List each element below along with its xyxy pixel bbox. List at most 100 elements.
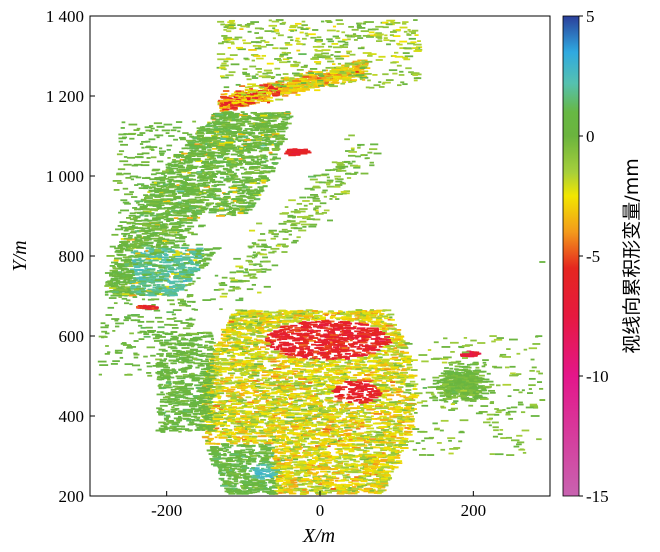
deformation-point	[285, 79, 293, 82]
deformation-point	[290, 30, 295, 32]
deformation-point	[353, 63, 359, 66]
deformation-point	[165, 264, 174, 267]
deformation-point	[216, 203, 223, 205]
deformation-point	[402, 22, 407, 25]
deformation-point	[228, 24, 236, 27]
deformation-point	[217, 154, 224, 157]
deformation-point	[134, 266, 141, 269]
deformation-point	[233, 257, 241, 260]
deformation-point	[254, 169, 260, 172]
deformation-point	[177, 162, 186, 165]
deformation-point	[410, 73, 416, 76]
deformation-point	[162, 212, 171, 215]
deformation-point	[109, 273, 114, 276]
deformation-point	[284, 116, 292, 119]
deformation-point	[164, 323, 172, 326]
deformation-point	[294, 211, 301, 214]
deformation-point	[259, 112, 267, 115]
deformation-point	[108, 287, 117, 289]
deformation-point	[164, 291, 172, 294]
deformation-point	[178, 361, 184, 364]
deformation-point	[199, 166, 204, 168]
deformation-point	[284, 86, 291, 89]
deformation-point	[271, 112, 281, 115]
deformation-point	[181, 156, 188, 158]
deformation-point	[123, 237, 132, 240]
deformation-point	[266, 91, 272, 94]
deformation-point	[219, 110, 224, 112]
deformation-point	[323, 79, 331, 82]
deformation-point	[192, 280, 196, 283]
deformation-point	[299, 196, 307, 199]
deformation-point	[143, 239, 150, 242]
deformation-point	[386, 43, 391, 46]
deformation-point	[154, 225, 160, 228]
deformation-point	[199, 152, 204, 155]
deformation-point	[172, 229, 182, 231]
deformation-point	[118, 150, 125, 153]
deformation-point	[187, 318, 196, 321]
deformation-point	[241, 183, 246, 186]
deformation-point	[145, 218, 149, 221]
deformation-point	[335, 161, 344, 164]
deformation-point	[272, 149, 280, 152]
deformation-point	[176, 267, 184, 269]
deformation-point	[251, 77, 259, 79]
deformation-point	[123, 163, 132, 166]
deformation-point	[133, 256, 139, 258]
deformation-point	[230, 153, 238, 156]
deformation-point	[280, 55, 284, 58]
deformation-point	[272, 156, 278, 159]
deformation-point	[327, 73, 331, 76]
deformation-point	[230, 63, 240, 66]
deformation-point	[153, 181, 157, 184]
deformation-point	[182, 276, 191, 278]
deformation-point	[107, 351, 111, 354]
deformation-point	[261, 243, 267, 246]
deformation-point	[284, 231, 289, 233]
deformation-point	[395, 29, 401, 31]
deformation-point	[344, 72, 350, 74]
deformation-point	[254, 122, 262, 125]
deformation-point	[315, 181, 323, 184]
deformation-point	[219, 75, 225, 78]
deformation-point	[124, 265, 134, 268]
deformation-point	[328, 83, 335, 86]
deformation-point	[123, 261, 132, 263]
deformation-point	[291, 72, 300, 75]
deformation-point	[182, 277, 192, 279]
deformation-point	[167, 191, 176, 194]
deformation-point	[235, 286, 240, 289]
deformation-point	[257, 270, 264, 273]
deformation-point	[258, 175, 267, 177]
deformation-point	[113, 189, 120, 191]
deformation-point	[167, 157, 171, 159]
deformation-point	[192, 193, 202, 196]
deformation-point	[221, 121, 231, 124]
deformation-point	[264, 112, 272, 115]
deformation-point	[235, 201, 243, 204]
deformation-point	[143, 194, 149, 197]
deformation-point	[373, 152, 382, 155]
deformation-point	[259, 86, 265, 89]
deformation-point	[268, 251, 275, 254]
deformation-point	[242, 189, 249, 192]
deformation-point	[139, 294, 145, 296]
deformation-point	[213, 130, 220, 133]
deformation-point	[146, 157, 151, 159]
deformation-point	[345, 172, 351, 175]
deformation-point	[161, 226, 169, 229]
deformation-point	[241, 99, 248, 102]
deformation-point	[357, 37, 364, 39]
deformation-point	[189, 250, 197, 253]
deformation-point	[329, 70, 336, 72]
deformation-point	[164, 242, 170, 245]
deformation-point	[223, 68, 227, 71]
deformation-point	[367, 34, 375, 37]
deformation-point	[149, 186, 155, 189]
deformation-point	[282, 238, 289, 240]
deformation-point	[201, 160, 209, 163]
deformation-point	[173, 153, 181, 156]
deformation-point	[268, 151, 273, 154]
deformation-point	[133, 353, 140, 356]
